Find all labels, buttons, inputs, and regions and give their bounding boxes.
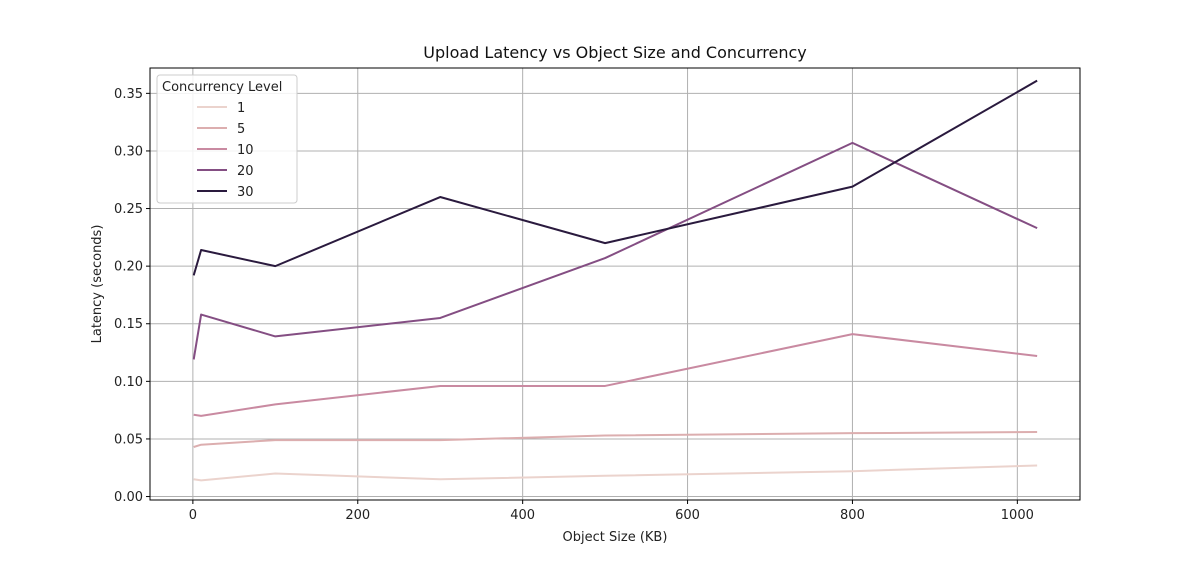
y-tick-label: 0.00 (114, 490, 143, 505)
axis-ticks: 0 200 400 600 800 1000 0.00 0.05 0.10 0.15 0.20 0.2… (114, 87, 1034, 523)
y-tick-label: 0.25 (114, 202, 143, 217)
series-line-5 (193, 431, 1038, 448)
y-tick-label: 0.15 (114, 317, 143, 332)
chart-title: Upload Latency vs Object Size and Concur… (423, 43, 807, 62)
legend-items: 1 5 10 20 30 (197, 101, 254, 200)
x-tick-label: 800 (840, 508, 865, 523)
y-axis-label: Latency (seconds) (90, 225, 105, 344)
series-line-10 (193, 333, 1038, 417)
legend-label-5: 5 (237, 122, 245, 137)
plot-frame (149, 67, 1081, 501)
x-tick-label: 400 (510, 508, 535, 523)
x-tick-label: 1000 (1001, 508, 1034, 523)
legend-title: Concurrency Level (162, 80, 282, 95)
y-tick-label: 0.10 (114, 375, 143, 390)
legend-label-30: 30 (237, 185, 254, 200)
legend: Concurrency Level 1 5 10 20 30 (156, 74, 298, 204)
legend-label-20: 20 (237, 164, 254, 179)
legend-box (156, 74, 298, 204)
legend-label-1: 1 (237, 101, 245, 116)
series-line-30 (192, 79, 1038, 276)
y-tick-label: 0.30 (114, 144, 143, 159)
series-line-20 (192, 141, 1038, 360)
y-tick-label: 0.35 (114, 87, 143, 102)
x-axis-label: Object Size (KB) (563, 530, 668, 545)
y-tick-label: 0.05 (114, 432, 143, 447)
y-tick-label: 0.20 (114, 260, 143, 275)
series-lines (192, 79, 1038, 482)
legend-label-10: 10 (237, 143, 254, 158)
grid (150, 68, 1080, 500)
x-tick-label: 600 (675, 508, 700, 523)
x-tick-label: 200 (345, 508, 370, 523)
x-tick-label: 0 (189, 508, 197, 523)
series-line-1 (193, 464, 1038, 482)
